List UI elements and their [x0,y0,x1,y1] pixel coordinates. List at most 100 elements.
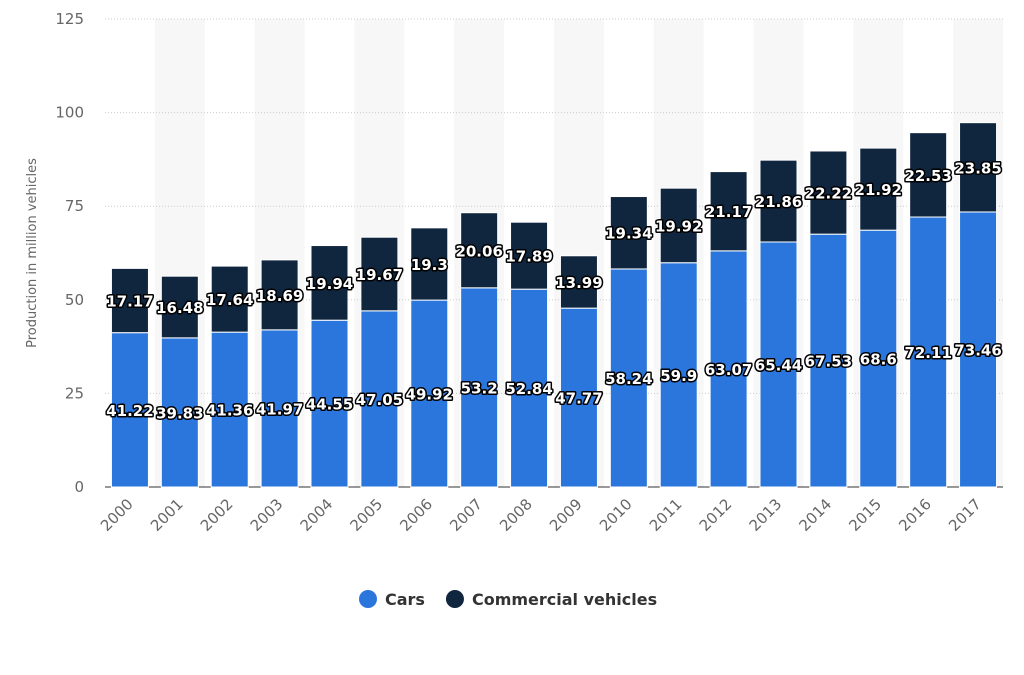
bar-cars[interactable] [110,332,149,488]
bar-commercial-vehicles[interactable] [310,245,349,321]
data-label: 65.44 [755,356,802,374]
x-tick-label: 2006 [396,495,436,535]
data-label: 49.92 [406,386,453,404]
x-tick-label: 2017 [945,495,985,535]
x-tick-label: 2007 [446,495,486,535]
data-label: 19.67 [356,266,403,284]
legend-label[interactable]: Cars [385,590,425,609]
data-label: 23.85 [954,159,1001,177]
bar-commercial-vehicles[interactable] [460,212,499,289]
data-label: 73.46 [954,341,1001,359]
bar-cars[interactable] [759,241,798,488]
data-label: 53.2 [461,379,498,397]
y-tick-label: 75 [65,197,84,215]
x-tick-label: 2003 [247,495,287,535]
x-tick-label: 2014 [795,495,835,535]
bar-commercial-vehicles[interactable] [609,196,648,270]
data-label: 63.07 [705,361,752,379]
bar-commercial-vehicles[interactable] [809,150,848,235]
x-tick-label: 2004 [297,495,337,535]
data-label: 22.22 [805,185,852,203]
x-tick-label: 2005 [346,495,386,535]
legend: Cars Commercial vehicles [359,590,657,609]
bar-cars[interactable] [659,262,698,488]
bar-cars[interactable] [909,216,948,488]
y-tick-label: 25 [65,384,84,402]
data-label: 17.64 [206,291,253,309]
y-tick-label: 100 [55,104,84,122]
bar-cars[interactable] [260,329,299,488]
x-tick-label: 2008 [496,495,536,535]
x-tick-label: 2011 [646,495,686,535]
bar-commercial-vehicles[interactable] [759,159,798,243]
bar-commercial-vehicles[interactable] [110,267,149,334]
data-label: 59.9 [660,367,697,385]
bar-cars[interactable] [310,319,349,488]
bar-cars[interactable] [160,337,199,488]
x-tick-label: 2001 [147,495,187,535]
bar-commercial-vehicles[interactable] [260,259,299,331]
bar-cars[interactable] [809,233,848,488]
y-tick-label: 50 [65,291,84,309]
bar-commercial-vehicles[interactable] [709,171,748,252]
x-tick-label: 2010 [596,495,636,535]
data-label: 52.84 [505,380,552,398]
bar-commercial-vehicles[interactable] [559,255,598,309]
data-label: 17.17 [106,293,153,311]
bar-commercial-vehicles[interactable] [410,227,449,301]
data-label: 58.24 [605,370,652,388]
bar-cars[interactable] [510,288,549,488]
bar-commercial-vehicles[interactable] [859,147,898,231]
y-tick-label: 125 [55,10,84,28]
data-label: 19.92 [655,217,702,235]
bar-commercial-vehicles[interactable] [909,132,948,218]
data-label: 72.11 [904,344,951,362]
data-label: 17.89 [505,248,552,266]
x-tick-label: 2009 [546,495,586,535]
bar-cars[interactable] [609,268,648,488]
data-label: 16.48 [156,299,203,317]
data-label: 18.69 [256,287,303,305]
x-tick-label: 2000 [97,495,137,535]
legend-marker[interactable] [445,590,464,608]
data-label: 41.36 [206,402,253,420]
y-tick-label: 0 [74,478,84,496]
bar-commercial-vehicles[interactable] [659,187,698,264]
data-label: 13.99 [555,274,602,292]
bar-cars[interactable] [559,307,598,488]
data-label: 20.06 [455,242,502,260]
legend-marker[interactable] [359,590,377,608]
bar-commercial-vehicles[interactable] [160,275,199,339]
data-label: 39.83 [156,404,203,422]
bar-cars[interactable] [360,310,399,488]
x-tick-label: 2013 [746,495,786,535]
bar-commercial-vehicles[interactable] [510,221,549,290]
bar-cars[interactable] [709,250,748,488]
data-label: 44.55 [306,396,353,414]
bar-cars[interactable] [410,299,449,488]
data-label: 19.34 [605,225,652,243]
bar-commercial-vehicles[interactable] [959,122,998,213]
bar-commercial-vehicles[interactable] [360,236,399,312]
x-tick-label: 2012 [696,495,736,535]
data-label: 19.94 [306,275,353,293]
data-label: 22.53 [904,167,951,185]
data-label: 21.17 [705,203,752,221]
bar-cars[interactable] [859,229,898,488]
data-label: 47.77 [555,390,602,408]
data-label: 67.53 [805,353,852,371]
legend-label[interactable]: Commercial vehicles [472,590,657,609]
bar-cars[interactable] [210,331,249,488]
bar-cars[interactable] [460,287,499,488]
y-axis-label: Production in million vehicles [25,158,40,348]
x-tick-label: 2015 [845,495,885,535]
bar-cars[interactable] [959,211,998,488]
data-label: 19.3 [411,256,448,274]
data-label: 41.97 [256,400,303,418]
data-label: 21.86 [755,193,802,211]
bar-commercial-vehicles[interactable] [210,265,249,333]
data-label: 68.6 [860,351,897,369]
data-label: 47.05 [356,391,403,409]
x-tick-label: 2016 [895,495,935,535]
